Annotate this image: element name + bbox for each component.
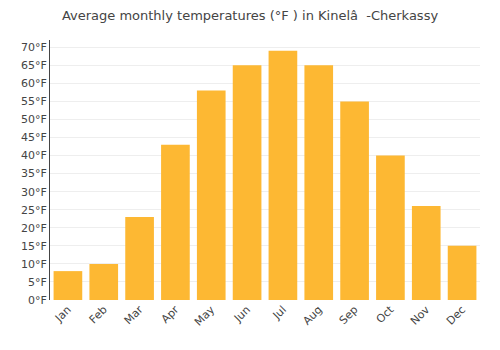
svg-text:Apr: Apr — [159, 303, 182, 326]
svg-text:10°F: 10°F — [21, 258, 47, 271]
svg-text:5°F: 5°F — [28, 276, 47, 289]
svg-text:Nov: Nov — [408, 303, 433, 328]
svg-text:Average monthly temperatures (: Average monthly temperatures (°F ) in Ki… — [62, 8, 439, 23]
svg-text:45°F: 45°F — [21, 131, 47, 144]
svg-text:15°F: 15°F — [21, 240, 47, 253]
svg-text:60°F: 60°F — [21, 77, 47, 90]
svg-text:Aug: Aug — [300, 303, 324, 327]
svg-text:35°F: 35°F — [21, 167, 47, 180]
svg-text:20°F: 20°F — [21, 222, 47, 235]
svg-text:25°F: 25°F — [21, 204, 47, 217]
svg-text:Jan: Jan — [52, 303, 74, 325]
svg-text:Sep: Sep — [337, 303, 361, 327]
svg-text:65°F: 65°F — [21, 59, 47, 72]
svg-text:Jun: Jun — [231, 303, 253, 325]
svg-text:Oct: Oct — [374, 303, 397, 326]
svg-text:May: May — [192, 303, 218, 329]
svg-text:Mar: Mar — [122, 303, 146, 327]
svg-text:50°F: 50°F — [21, 113, 47, 126]
svg-text:40°F: 40°F — [21, 149, 47, 162]
svg-text:55°F: 55°F — [21, 95, 47, 108]
svg-text:Jul: Jul — [270, 303, 289, 322]
svg-text:0°F: 0°F — [28, 294, 47, 307]
svg-text:70°F: 70°F — [21, 41, 47, 54]
svg-text:30°F: 30°F — [21, 186, 47, 199]
svg-text:Dec: Dec — [444, 303, 468, 327]
svg-text:Feb: Feb — [87, 303, 110, 326]
